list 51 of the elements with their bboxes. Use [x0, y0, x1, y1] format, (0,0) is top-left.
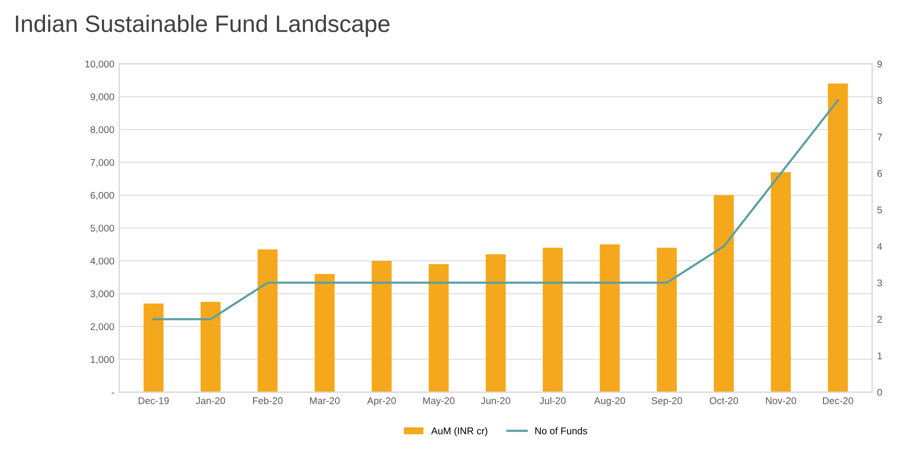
bar	[428, 264, 449, 392]
y2-tick-label: 6	[877, 170, 882, 177]
x-tick-label: Oct-20	[710, 397, 738, 404]
x-tick-label: Dec-19	[138, 397, 169, 404]
y-tick-label: 9,000	[90, 93, 114, 102]
bar	[542, 248, 563, 392]
bar	[714, 195, 734, 392]
x-tick-label: May-20	[423, 397, 455, 406]
legend-label: No of Funds	[535, 427, 588, 434]
y-tick-label: 2,000	[90, 323, 114, 332]
y-tick-label: 5,000	[90, 224, 114, 233]
y2-tick-label: 0	[877, 388, 882, 396]
x-tick-label: Nov-20	[766, 397, 796, 404]
x-tick-label: Jan-20	[196, 397, 226, 404]
x-tick-label: Dec-20	[823, 397, 854, 404]
bar	[486, 254, 506, 392]
bar	[144, 304, 164, 392]
y-tick-label: 8,000	[90, 126, 114, 134]
bar	[258, 249, 278, 392]
y-tick-label: 1,000	[90, 356, 114, 364]
legend-label: AuM (INR cr)	[431, 427, 488, 436]
y-tick-label: 7,000	[90, 159, 114, 168]
bar	[372, 260, 392, 392]
x-tick-label: Jul-20	[540, 397, 566, 404]
bar	[314, 274, 335, 392]
y-tick-label: 6,000	[90, 192, 114, 200]
y-tick-label: 4,000	[90, 258, 114, 266]
x-tick-label: Sep-20	[652, 397, 682, 406]
y2-tick-label: 7	[877, 134, 882, 140]
y2-tick-label: 3	[877, 279, 882, 286]
y2-tick-label: 8	[877, 97, 882, 104]
y2-tick-label: 4	[877, 243, 882, 250]
bar	[770, 172, 791, 392]
y2-tick-label: 5	[877, 206, 882, 214]
y2-tick-label: 1	[878, 352, 882, 360]
bar	[600, 244, 620, 392]
x-tick-label: Mar-20	[310, 397, 340, 404]
y-tick-label: 3,000	[90, 290, 114, 298]
chart-title: Indian Sustainable Fund Landscape	[16, 14, 390, 37]
x-tick-label: Jun-20	[481, 397, 510, 404]
bar	[656, 248, 677, 392]
bar	[828, 84, 848, 392]
line-series	[152, 99, 839, 320]
y2-tick-label: 9	[877, 60, 882, 68]
y2-tick-label: 2	[877, 316, 882, 323]
x-tick-label: Aug-20	[594, 397, 626, 406]
x-tick-label: Apr-20	[367, 397, 396, 406]
x-tick-label: Feb-20	[253, 397, 283, 404]
y-tick-label: -	[112, 392, 114, 394]
bar	[200, 302, 221, 392]
y-tick-label: 10,000	[85, 60, 114, 69]
